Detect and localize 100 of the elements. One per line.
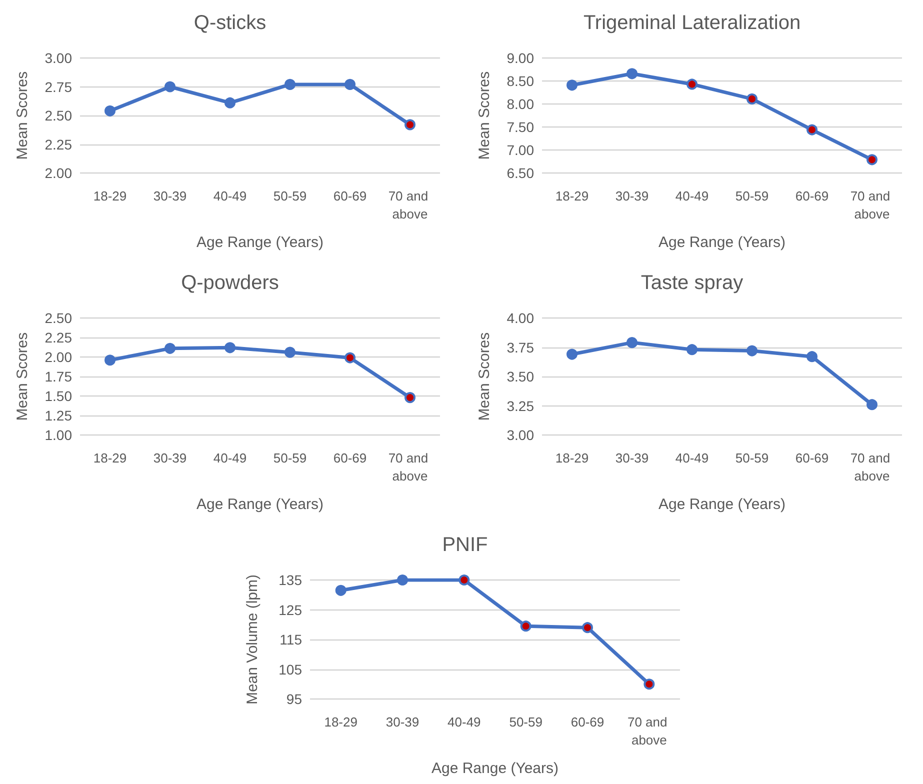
y-tick-label: 1.25: [44, 408, 72, 424]
y-tick-label: 6.50: [506, 165, 534, 181]
y-axis-title: Mean Volume (lpm): [244, 574, 261, 705]
x-axis-title: Age Range (Years): [431, 760, 559, 777]
y-tick-label: 95: [286, 691, 302, 707]
y-axis-title: Mean Scores: [14, 332, 31, 421]
point: [344, 78, 356, 90]
x-tick-label: 30-39: [615, 450, 649, 466]
y-tick-label: 7.00: [506, 142, 534, 158]
point: [104, 105, 116, 116]
y-tick-label: 4.00: [506, 310, 534, 326]
point: [404, 119, 416, 130]
point: [866, 399, 878, 410]
y-tick-label: 1.75: [44, 368, 72, 384]
point: [520, 620, 532, 632]
x-tick-label: 70 and above: [388, 188, 432, 222]
x-axis-title: Age Range (Years): [196, 496, 324, 513]
x-tick-label: 30-39: [153, 450, 187, 466]
y-axis-title: Mean Scores: [14, 71, 31, 160]
x-axis-title: Age Range (Years): [658, 234, 786, 251]
x-tick-label: 40-49: [675, 188, 709, 204]
x-tick-label: 18-29: [93, 450, 127, 466]
point: [224, 97, 236, 108]
point: [746, 345, 758, 356]
point: [806, 351, 818, 362]
x-tick-label: 50-59: [509, 714, 542, 730]
x-tick-label: 70 and above: [850, 450, 894, 484]
x-tick-label: 30-39: [153, 188, 187, 204]
y-tick-label: 9.00: [506, 50, 534, 66]
y-tick-label: 7.50: [506, 119, 534, 135]
point: [566, 80, 578, 91]
chart-title: PNIF: [442, 534, 488, 556]
x-tick-label: 50-59: [273, 188, 307, 204]
x-tick-label: 30-39: [386, 714, 420, 730]
point: [806, 124, 818, 136]
point: [458, 574, 470, 586]
chart-title: Q-powders: [181, 272, 279, 294]
x-tick-label: 40-49: [213, 450, 247, 466]
y-tick-label: 3.75: [506, 339, 534, 356]
y-tick-label: 2.00: [44, 349, 72, 365]
y-tick-label: 8.50: [506, 73, 534, 89]
x-tick-label: 18-29: [555, 188, 589, 204]
y-tick-label: 2.25: [44, 330, 72, 346]
y-tick-label: 2.75: [44, 78, 72, 95]
y-tick-label: 125: [278, 602, 302, 618]
y-tick-label: 8.00: [506, 96, 534, 112]
point: [566, 348, 578, 360]
x-tick-label: 18-29: [324, 714, 358, 730]
y-tick-label: 1.50: [44, 388, 72, 404]
y-axis-title: Mean Scores: [476, 332, 493, 421]
y-tick-label: 2.50: [44, 108, 72, 124]
x-tick-label: 70 and above: [388, 450, 432, 484]
point: [335, 584, 346, 596]
x-tick-label: 50-59: [273, 450, 307, 466]
x-tick-label: 60-69: [570, 714, 604, 730]
point: [626, 68, 638, 80]
point: [626, 337, 638, 348]
y-tick-label: 105: [278, 661, 302, 678]
x-tick-label: 60-69: [333, 450, 367, 466]
x-tick-label: 60-69: [795, 450, 829, 466]
point: [746, 93, 758, 104]
chart-title: Q-sticks: [194, 12, 266, 34]
x-tick-label: 70 and above: [850, 188, 894, 222]
x-tick-label: 40-49: [213, 188, 247, 204]
x-tick-label: 18-29: [555, 450, 589, 466]
chart-title: Taste spray: [640, 272, 744, 294]
y-axis-title: Mean Scores: [476, 71, 493, 160]
y-tick-label: 3.00: [506, 427, 534, 443]
y-tick-label: 2.25: [44, 136, 72, 152]
point: [686, 344, 698, 356]
y-tick-label: 3.25: [506, 398, 534, 414]
y-tick-label: 115: [280, 632, 302, 648]
point: [164, 342, 176, 354]
y-tick-label: 1.00: [44, 427, 72, 443]
chart-title: Trigeminal Lateralization: [583, 12, 801, 34]
y-tick-label: 3.50: [506, 368, 534, 384]
y-tick-label: 3.00: [44, 50, 72, 66]
x-tick-label: 40-49: [675, 450, 709, 466]
x-tick-label: 60-69: [333, 188, 367, 204]
point: [104, 354, 116, 366]
point: [164, 81, 176, 92]
point: [344, 352, 356, 364]
y-tick-label: 2.00: [44, 165, 72, 181]
point: [397, 574, 408, 586]
point: [284, 346, 296, 358]
x-tick-label: 60-69: [795, 188, 829, 204]
point: [582, 622, 593, 634]
point: [686, 78, 698, 90]
point: [224, 342, 236, 354]
point: [284, 78, 296, 90]
x-tick-label: 40-49: [448, 714, 481, 730]
y-tick-label: 2.50: [44, 310, 72, 326]
point: [644, 678, 655, 690]
x-tick-label: 18-29: [93, 188, 127, 204]
x-axis-title: Age Range (Years): [196, 234, 324, 251]
x-tick-label: 50-59: [735, 450, 769, 466]
point: [866, 154, 878, 166]
x-axis-title: Age Range (Years): [658, 496, 786, 513]
x-tick-label: 50-59: [735, 188, 769, 204]
x-tick-label: 70 and above: [627, 714, 671, 748]
